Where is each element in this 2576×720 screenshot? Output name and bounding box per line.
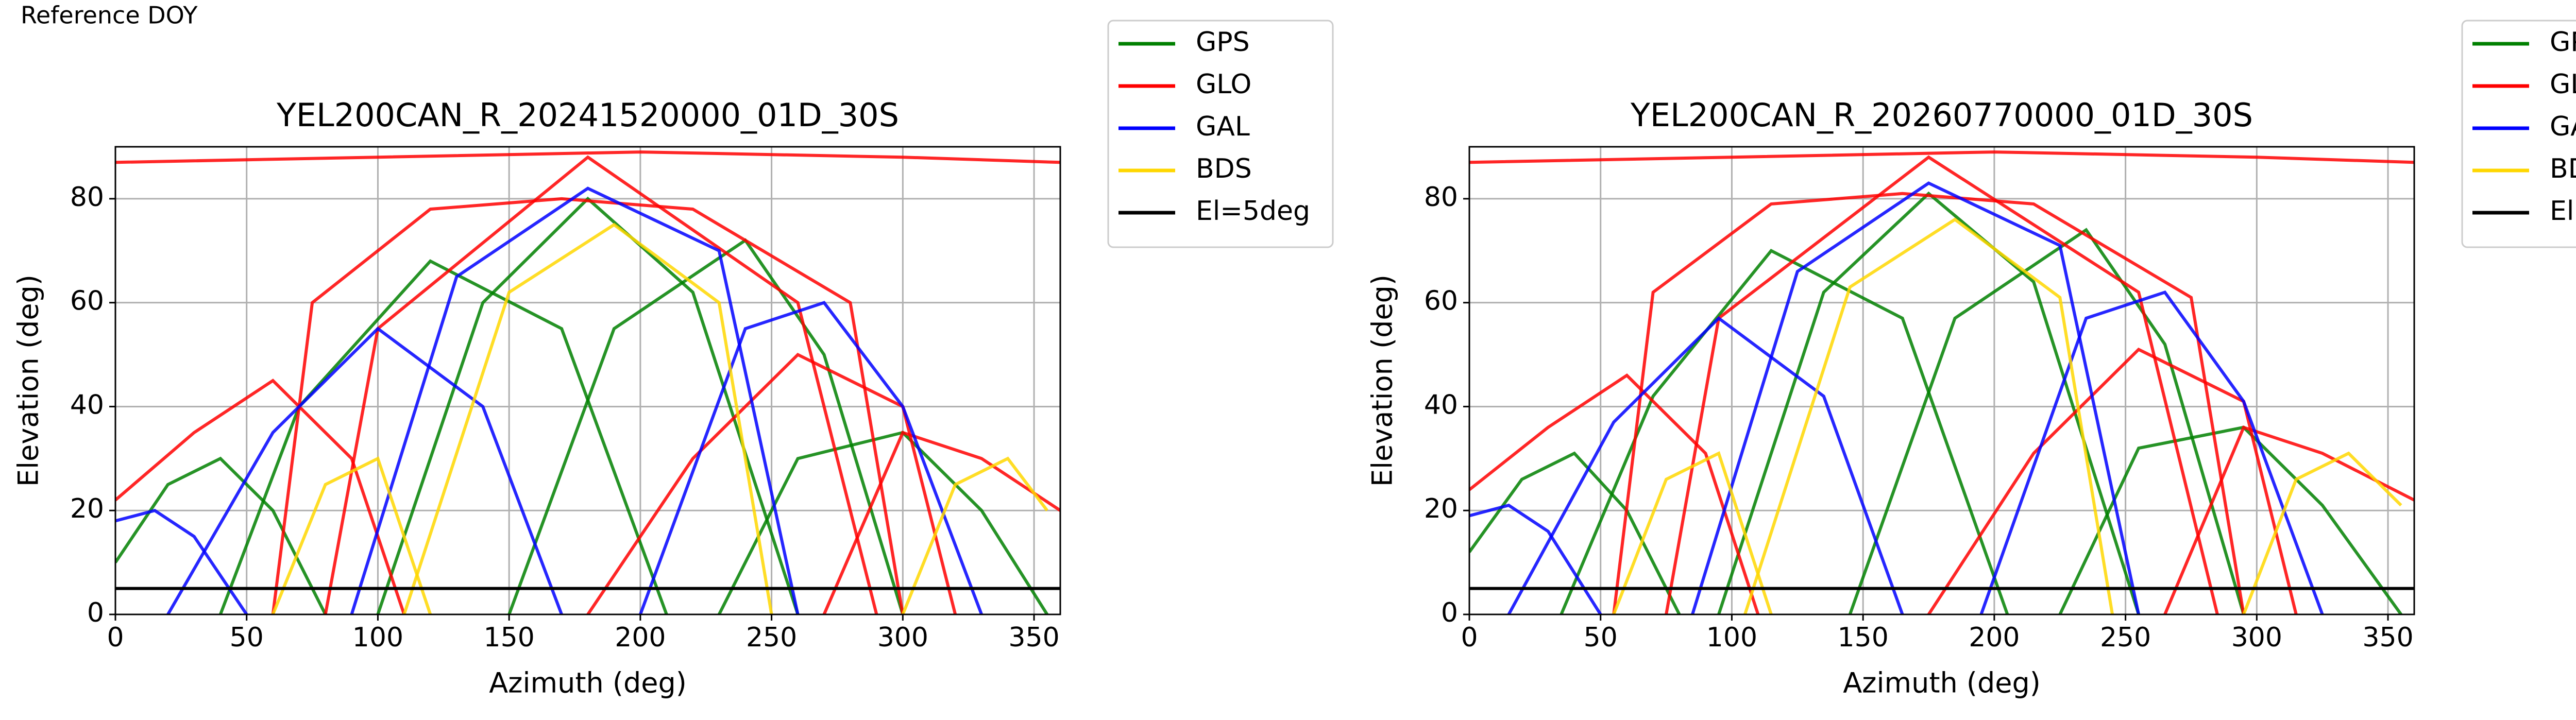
axes-frame (114, 146, 1061, 615)
y-tick-label: 20 (1424, 493, 1458, 524)
track (1507, 316, 1904, 614)
track (1612, 451, 1773, 614)
track (1743, 217, 2114, 614)
track (1979, 290, 2324, 614)
x-axis-label: Azimuth (deg) (1843, 667, 2041, 699)
axes-frame (1468, 146, 2415, 615)
track (507, 238, 905, 614)
track (586, 352, 957, 614)
chart-title: YEL200CAN_R_20260770000_01D_30S (1630, 96, 2253, 134)
y-tick-label: 80 (70, 182, 104, 213)
legend-label: BDS (2550, 153, 2576, 184)
legend-label: El=5deg (1196, 196, 1310, 227)
x-tick-label: 200 (615, 622, 666, 653)
track (1717, 191, 2140, 614)
track (822, 431, 1060, 614)
legend-box (2461, 20, 2576, 248)
x-tick-label: 300 (2231, 622, 2282, 653)
track (2242, 451, 2402, 614)
track (1469, 150, 2414, 164)
legend-label: GAL (1196, 111, 1250, 142)
legend-label: GPS (1196, 27, 1250, 58)
x-tick-label: 0 (107, 622, 124, 653)
x-tick-label: 350 (1008, 622, 1059, 653)
track (1469, 451, 1681, 614)
legend-label: GLO (2550, 69, 2576, 100)
x-tick-label: 200 (1969, 622, 2020, 653)
y-axis-label: Elevation (deg) (1366, 275, 1399, 487)
track (1612, 192, 2245, 614)
x-tick-label: 0 (1461, 622, 1478, 653)
track (218, 259, 668, 614)
chart-title: YEL200CAN_R_20241520000_01D_30S (276, 96, 899, 134)
x-tick-label: 250 (2100, 622, 2151, 653)
y-tick-label: 80 (1424, 182, 1458, 213)
track (376, 196, 800, 614)
track (1665, 155, 2219, 614)
y-tick-label: 60 (1424, 286, 1458, 317)
legend-label: BDS (1196, 153, 1252, 184)
track (1927, 347, 2298, 614)
track (1469, 373, 1760, 614)
y-tick-label: 60 (70, 286, 104, 317)
track (1691, 181, 2141, 614)
track (166, 327, 563, 614)
legend-label: El=5deg (2550, 196, 2576, 227)
header: Reference DOY (21, 2, 198, 29)
track (115, 379, 406, 614)
x-tick-label: 50 (1584, 622, 1618, 653)
legend-box (1107, 20, 1334, 248)
x-tick-label: 250 (746, 622, 797, 653)
y-tick-label: 40 (1424, 389, 1458, 420)
y-tick-label: 40 (70, 389, 104, 420)
track (271, 197, 905, 614)
x-tick-label: 350 (2362, 622, 2413, 653)
track (115, 150, 1060, 164)
track (1560, 249, 2009, 614)
plot-area (115, 150, 1060, 614)
track (2163, 425, 2414, 614)
plot-area (1469, 150, 2414, 614)
track (1848, 228, 2245, 614)
legend-label: GAL (2550, 111, 2576, 142)
x-tick-label: 150 (484, 622, 535, 653)
legend-label: GPS (2550, 27, 2576, 58)
track (639, 301, 984, 614)
track (402, 222, 773, 614)
track (350, 186, 800, 614)
track (1469, 503, 1602, 614)
legend-label: GLO (1196, 69, 1251, 100)
track (115, 456, 327, 614)
x-tick-label: 100 (352, 622, 403, 653)
x-axis-label: Azimuth (deg) (489, 667, 687, 699)
y-tick-label: 0 (87, 597, 104, 628)
track (901, 456, 1048, 614)
y-axis-label: Elevation (deg) (12, 275, 45, 487)
x-tick-label: 300 (877, 622, 928, 653)
x-tick-label: 100 (1706, 622, 1757, 653)
x-tick-label: 150 (1838, 622, 1889, 653)
y-tick-label: 20 (70, 493, 104, 524)
track (115, 508, 248, 614)
y-tick-label: 0 (1441, 597, 1458, 628)
track (271, 456, 432, 614)
x-tick-label: 50 (230, 622, 264, 653)
track (324, 155, 878, 614)
